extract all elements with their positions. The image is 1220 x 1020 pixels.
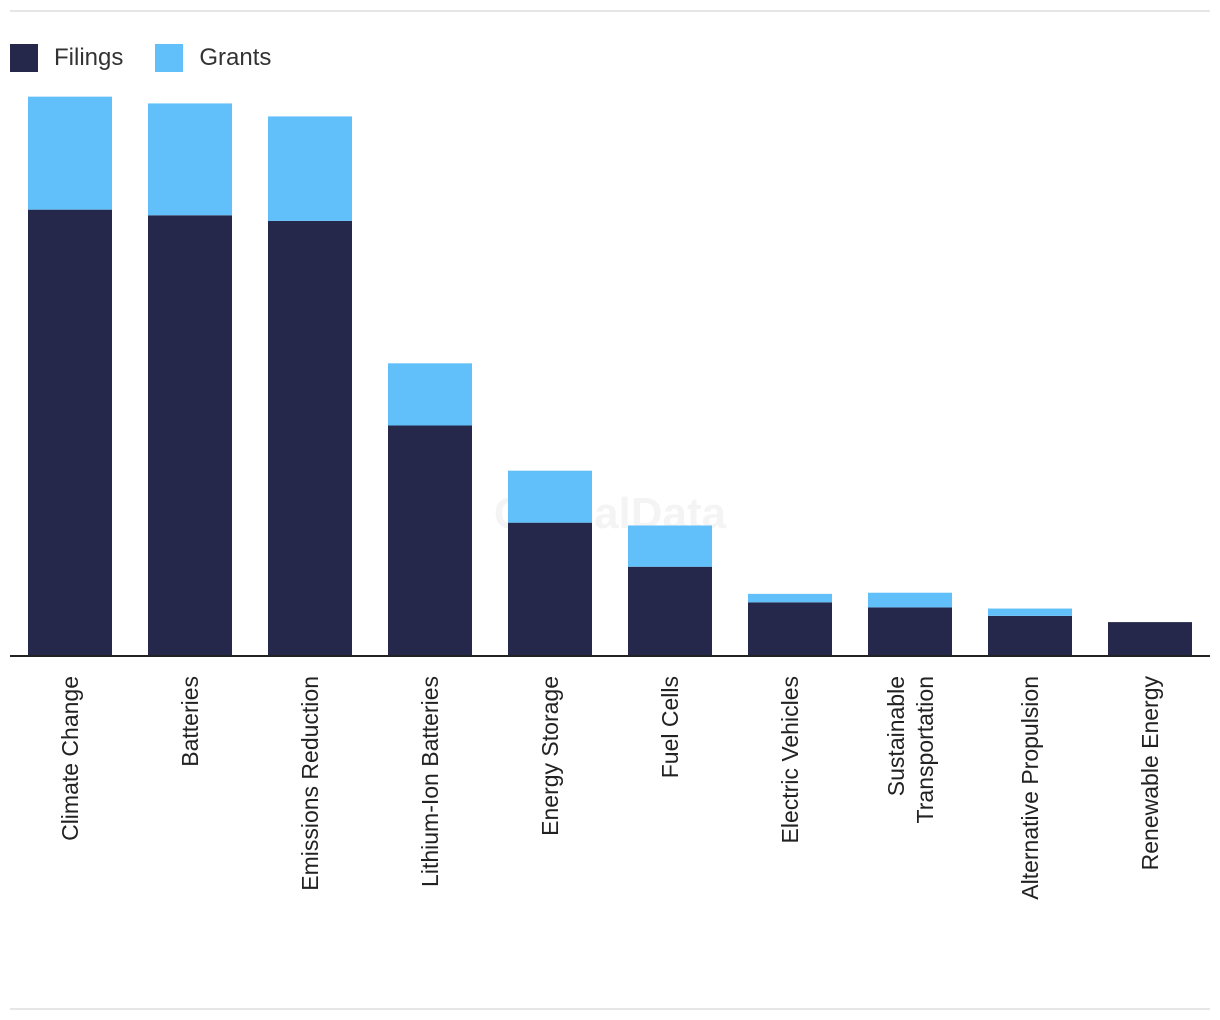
bar-filings-8[interactable] — [988, 615, 1072, 656]
legend-swatch-grants — [155, 44, 184, 72]
bar-grants-2[interactable] — [268, 116, 352, 221]
bar-grants-7[interactable] — [868, 592, 952, 608]
bar-filings-1[interactable] — [148, 215, 232, 657]
bar-grants-4[interactable] — [508, 470, 592, 523]
legend-label-filings: Filings — [54, 44, 124, 71]
x-tick-label-2: Emissions Reduction — [297, 676, 323, 891]
bar-filings-7[interactable] — [868, 607, 952, 656]
x-tick-label-8: Alternative Propulsion — [1017, 676, 1043, 900]
x-tick-label-4: Energy Storage — [537, 676, 563, 836]
top-divider — [10, 10, 1210, 12]
bar-grants-0[interactable] — [28, 96, 112, 210]
bar-filings-3[interactable] — [388, 425, 472, 656]
bar-filings-9[interactable] — [1108, 622, 1192, 656]
legend-item-grants[interactable]: Grants — [155, 44, 271, 72]
x-axis-labels: Climate Change Batteries Emissions Reducti… — [57, 676, 1163, 900]
bar-filings-2[interactable] — [268, 220, 352, 656]
legend-swatch-filings — [10, 44, 38, 72]
legend-label-grants: Grants — [199, 44, 272, 71]
bar-filings-4[interactable] — [508, 522, 592, 656]
bar-grants-8[interactable] — [988, 608, 1072, 616]
bar-grants-6[interactable] — [748, 593, 832, 603]
x-tick-label-0: Climate Change — [57, 676, 83, 841]
bar-filings-5[interactable] — [628, 566, 712, 656]
bar-grants-1[interactable] — [148, 103, 232, 216]
x-tick-label-1: Batteries — [177, 676, 203, 767]
bar-filings-0[interactable] — [28, 209, 112, 656]
bars-group — [28, 96, 1192, 657]
legend-item-filings[interactable]: Filings — [10, 44, 123, 72]
bar-grants-3[interactable] — [388, 363, 472, 426]
x-tick-label-7: Sustainable Transportation — [883, 676, 938, 823]
x-tick-label-6: Electric Vehicles — [777, 676, 803, 843]
chart-legend: Filings Grants — [10, 44, 303, 72]
x-tick-label-5: Fuel Cells — [657, 676, 683, 778]
bar-grants-5[interactable] — [628, 525, 712, 567]
x-tick-label-3: Lithium-Ion Batteries — [417, 676, 443, 887]
bar-filings-6[interactable] — [748, 602, 832, 656]
bottom-divider — [10, 1008, 1210, 1010]
x-tick-label-9: Renewable Energy — [1137, 676, 1163, 871]
